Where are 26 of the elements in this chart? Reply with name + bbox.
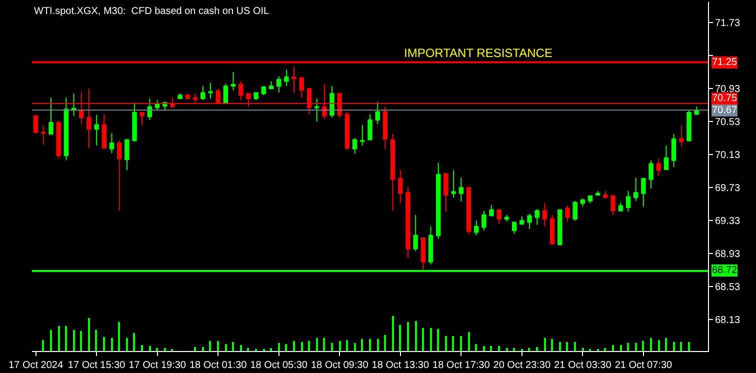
x-tick-label: 17 Oct 15:30	[68, 360, 126, 371]
x-tick-label: 18 Oct 01:30	[189, 360, 248, 371]
x-tick-label: 21 Oct 03:30	[554, 360, 612, 371]
x-tick-label: 20 Oct 23:30	[493, 360, 551, 371]
ref-line-label: 70.67	[712, 105, 738, 116]
y-tick-label: 68.93	[715, 249, 740, 260]
ref-line-label: 70.75	[712, 93, 738, 104]
y-tick-label: 68.53	[715, 282, 740, 294]
chart-title: WTI.spot.XGX, M30: CFD based on cash on US OIL	[34, 6, 270, 17]
x-tick-label: 21 Oct 07:30	[614, 360, 673, 371]
y-tick-label: 69.73	[715, 183, 740, 194]
annotation: IMPORTANT RESISTANCE	[404, 46, 552, 60]
ref-line-label: 71.25	[712, 57, 738, 68]
ref-line-label: 68.72	[712, 265, 738, 276]
x-tick-label: 18 Oct 05:30	[250, 360, 308, 371]
x-tick-label: 18 Oct 13:30	[372, 360, 430, 371]
y-tick-label: 70.53	[715, 117, 740, 128]
y-tick-label: 68.13	[715, 315, 740, 326]
y-tick-label: 69.33	[715, 216, 740, 228]
x-tick-label: 17 Oct 2024	[8, 360, 64, 371]
y-tick-label: 71.73	[715, 18, 740, 30]
x-tick-label: 17 Oct 19:30	[128, 360, 186, 371]
y-tick-label: 70.13	[715, 150, 740, 162]
x-tick-label: 18 Oct 17:30	[432, 360, 490, 371]
y-tick-label: 70.93	[715, 84, 740, 96]
x-tick-label: 18 Oct 09:30	[310, 360, 369, 371]
